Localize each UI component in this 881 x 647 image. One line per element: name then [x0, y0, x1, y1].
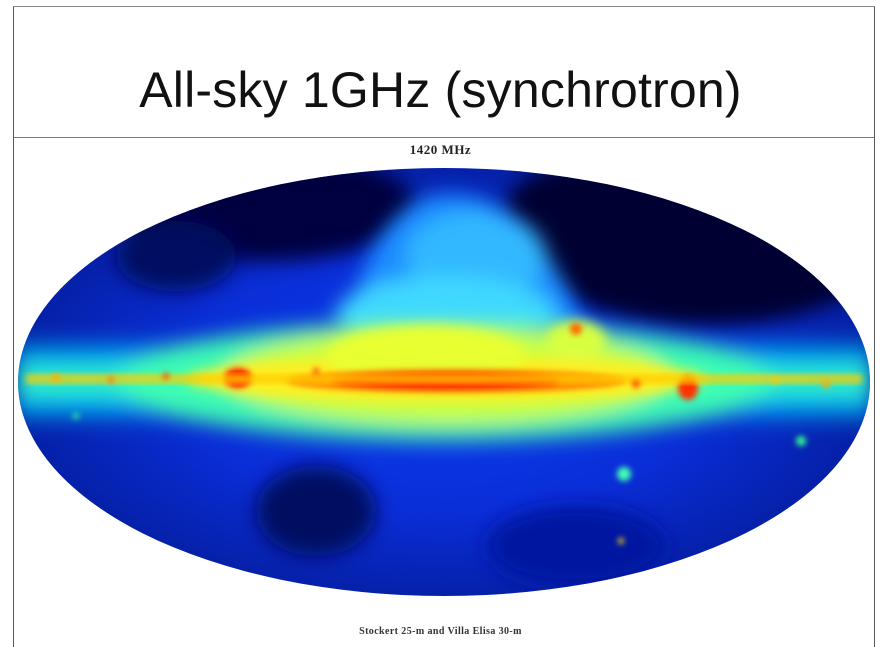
map-frequency-label: 1420 MHz [409, 142, 472, 157]
map-credit: Stockert 25-m and Villa Elisa 30-m [359, 626, 522, 637]
slide-title: All-sky 1GHz (synchrotron) [139, 62, 742, 118]
title-divider [14, 137, 874, 138]
all-sky-radio-map [18, 168, 870, 596]
